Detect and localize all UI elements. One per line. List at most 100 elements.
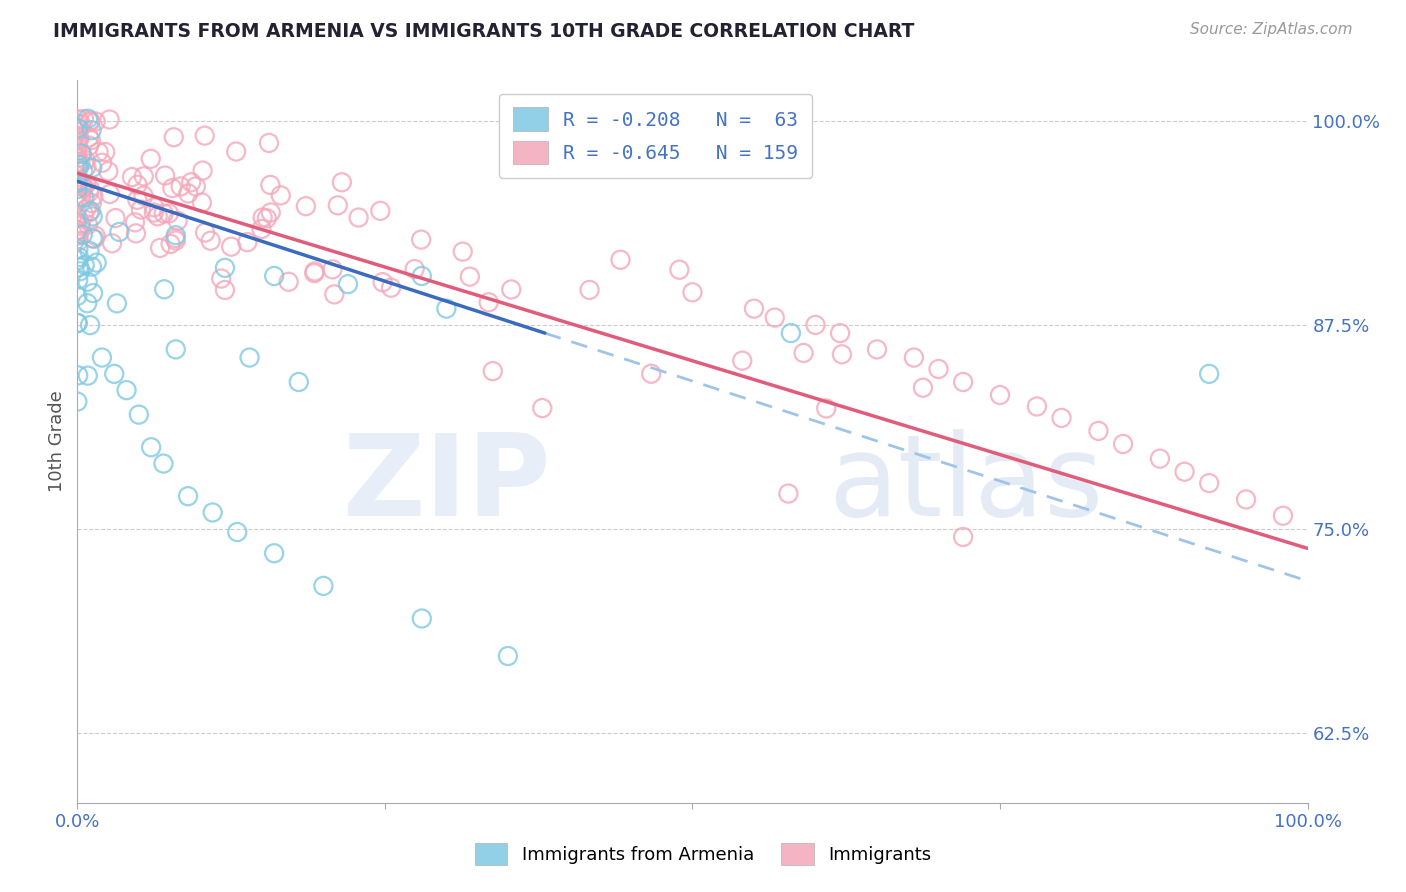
Point bbox=[121, 170, 143, 185]
Legend: Immigrants from Armenia, Immigrants: Immigrants from Armenia, Immigrants bbox=[468, 836, 938, 872]
Point bbox=[77, 112, 100, 126]
Point bbox=[312, 579, 335, 593]
Point bbox=[82, 189, 104, 203]
Point bbox=[153, 169, 176, 183]
Point bbox=[184, 179, 207, 194]
Point bbox=[952, 375, 974, 389]
Point bbox=[928, 362, 950, 376]
Point bbox=[763, 310, 786, 325]
Point bbox=[66, 176, 89, 190]
Point bbox=[531, 401, 554, 415]
Point bbox=[73, 258, 96, 272]
Point bbox=[146, 210, 169, 224]
Point bbox=[67, 161, 90, 175]
Point bbox=[132, 169, 155, 184]
Point bbox=[66, 155, 89, 169]
Point bbox=[165, 228, 187, 243]
Text: ZIP: ZIP bbox=[343, 429, 551, 541]
Point bbox=[67, 131, 90, 145]
Point bbox=[988, 388, 1011, 402]
Point bbox=[263, 546, 285, 560]
Point bbox=[66, 134, 89, 148]
Point bbox=[76, 202, 98, 216]
Point bbox=[87, 145, 110, 159]
Point bbox=[149, 241, 172, 255]
Legend: R = -0.208   N =  63, R = -0.645   N = 159: R = -0.208 N = 63, R = -0.645 N = 159 bbox=[499, 94, 811, 178]
Point bbox=[66, 187, 89, 202]
Point bbox=[132, 188, 155, 202]
Point bbox=[501, 283, 523, 297]
Point bbox=[66, 210, 89, 224]
Point bbox=[152, 206, 174, 220]
Point bbox=[80, 260, 103, 274]
Point bbox=[731, 353, 754, 368]
Point bbox=[380, 281, 402, 295]
Point bbox=[82, 231, 104, 245]
Point bbox=[101, 236, 124, 251]
Point bbox=[201, 506, 224, 520]
Point bbox=[1026, 400, 1049, 414]
Point bbox=[911, 381, 934, 395]
Point bbox=[252, 211, 274, 225]
Point bbox=[815, 401, 838, 416]
Point bbox=[143, 200, 166, 214]
Point bbox=[256, 211, 278, 226]
Point bbox=[79, 113, 101, 128]
Point bbox=[67, 158, 90, 172]
Point bbox=[67, 260, 90, 275]
Point bbox=[76, 275, 98, 289]
Point bbox=[77, 218, 100, 232]
Text: atlas: atlas bbox=[828, 429, 1104, 541]
Point bbox=[1112, 437, 1135, 451]
Point bbox=[370, 203, 392, 218]
Point bbox=[496, 648, 519, 663]
Point bbox=[67, 132, 90, 146]
Point bbox=[67, 273, 90, 287]
Point bbox=[67, 250, 90, 264]
Point bbox=[481, 364, 503, 378]
Point bbox=[66, 182, 89, 196]
Point bbox=[79, 318, 101, 332]
Point bbox=[153, 282, 176, 296]
Point bbox=[194, 128, 217, 143]
Point bbox=[257, 136, 280, 150]
Point bbox=[75, 153, 97, 168]
Point bbox=[98, 186, 121, 201]
Point bbox=[115, 383, 138, 397]
Point bbox=[76, 368, 98, 383]
Point bbox=[66, 151, 89, 165]
Point bbox=[169, 179, 191, 194]
Point bbox=[165, 231, 187, 245]
Point bbox=[73, 191, 96, 205]
Point bbox=[1149, 451, 1171, 466]
Point bbox=[66, 394, 89, 409]
Point bbox=[250, 222, 273, 236]
Point bbox=[67, 227, 90, 242]
Point bbox=[66, 228, 89, 243]
Point bbox=[142, 205, 165, 219]
Point bbox=[578, 283, 600, 297]
Point bbox=[1198, 367, 1220, 381]
Point bbox=[79, 115, 101, 129]
Point bbox=[69, 174, 91, 188]
Point bbox=[66, 140, 89, 154]
Point bbox=[67, 112, 90, 127]
Point bbox=[200, 234, 222, 248]
Point bbox=[66, 125, 89, 139]
Point bbox=[90, 351, 114, 365]
Point bbox=[214, 260, 236, 275]
Point bbox=[84, 229, 107, 244]
Point bbox=[1198, 476, 1220, 491]
Point bbox=[76, 296, 98, 310]
Point bbox=[295, 199, 318, 213]
Point bbox=[194, 226, 217, 240]
Point bbox=[411, 233, 433, 247]
Point bbox=[165, 343, 187, 357]
Point bbox=[66, 316, 89, 330]
Point bbox=[98, 112, 121, 127]
Point bbox=[79, 138, 101, 153]
Point bbox=[1050, 410, 1073, 425]
Point bbox=[404, 262, 426, 277]
Point bbox=[86, 255, 108, 269]
Point bbox=[337, 277, 360, 292]
